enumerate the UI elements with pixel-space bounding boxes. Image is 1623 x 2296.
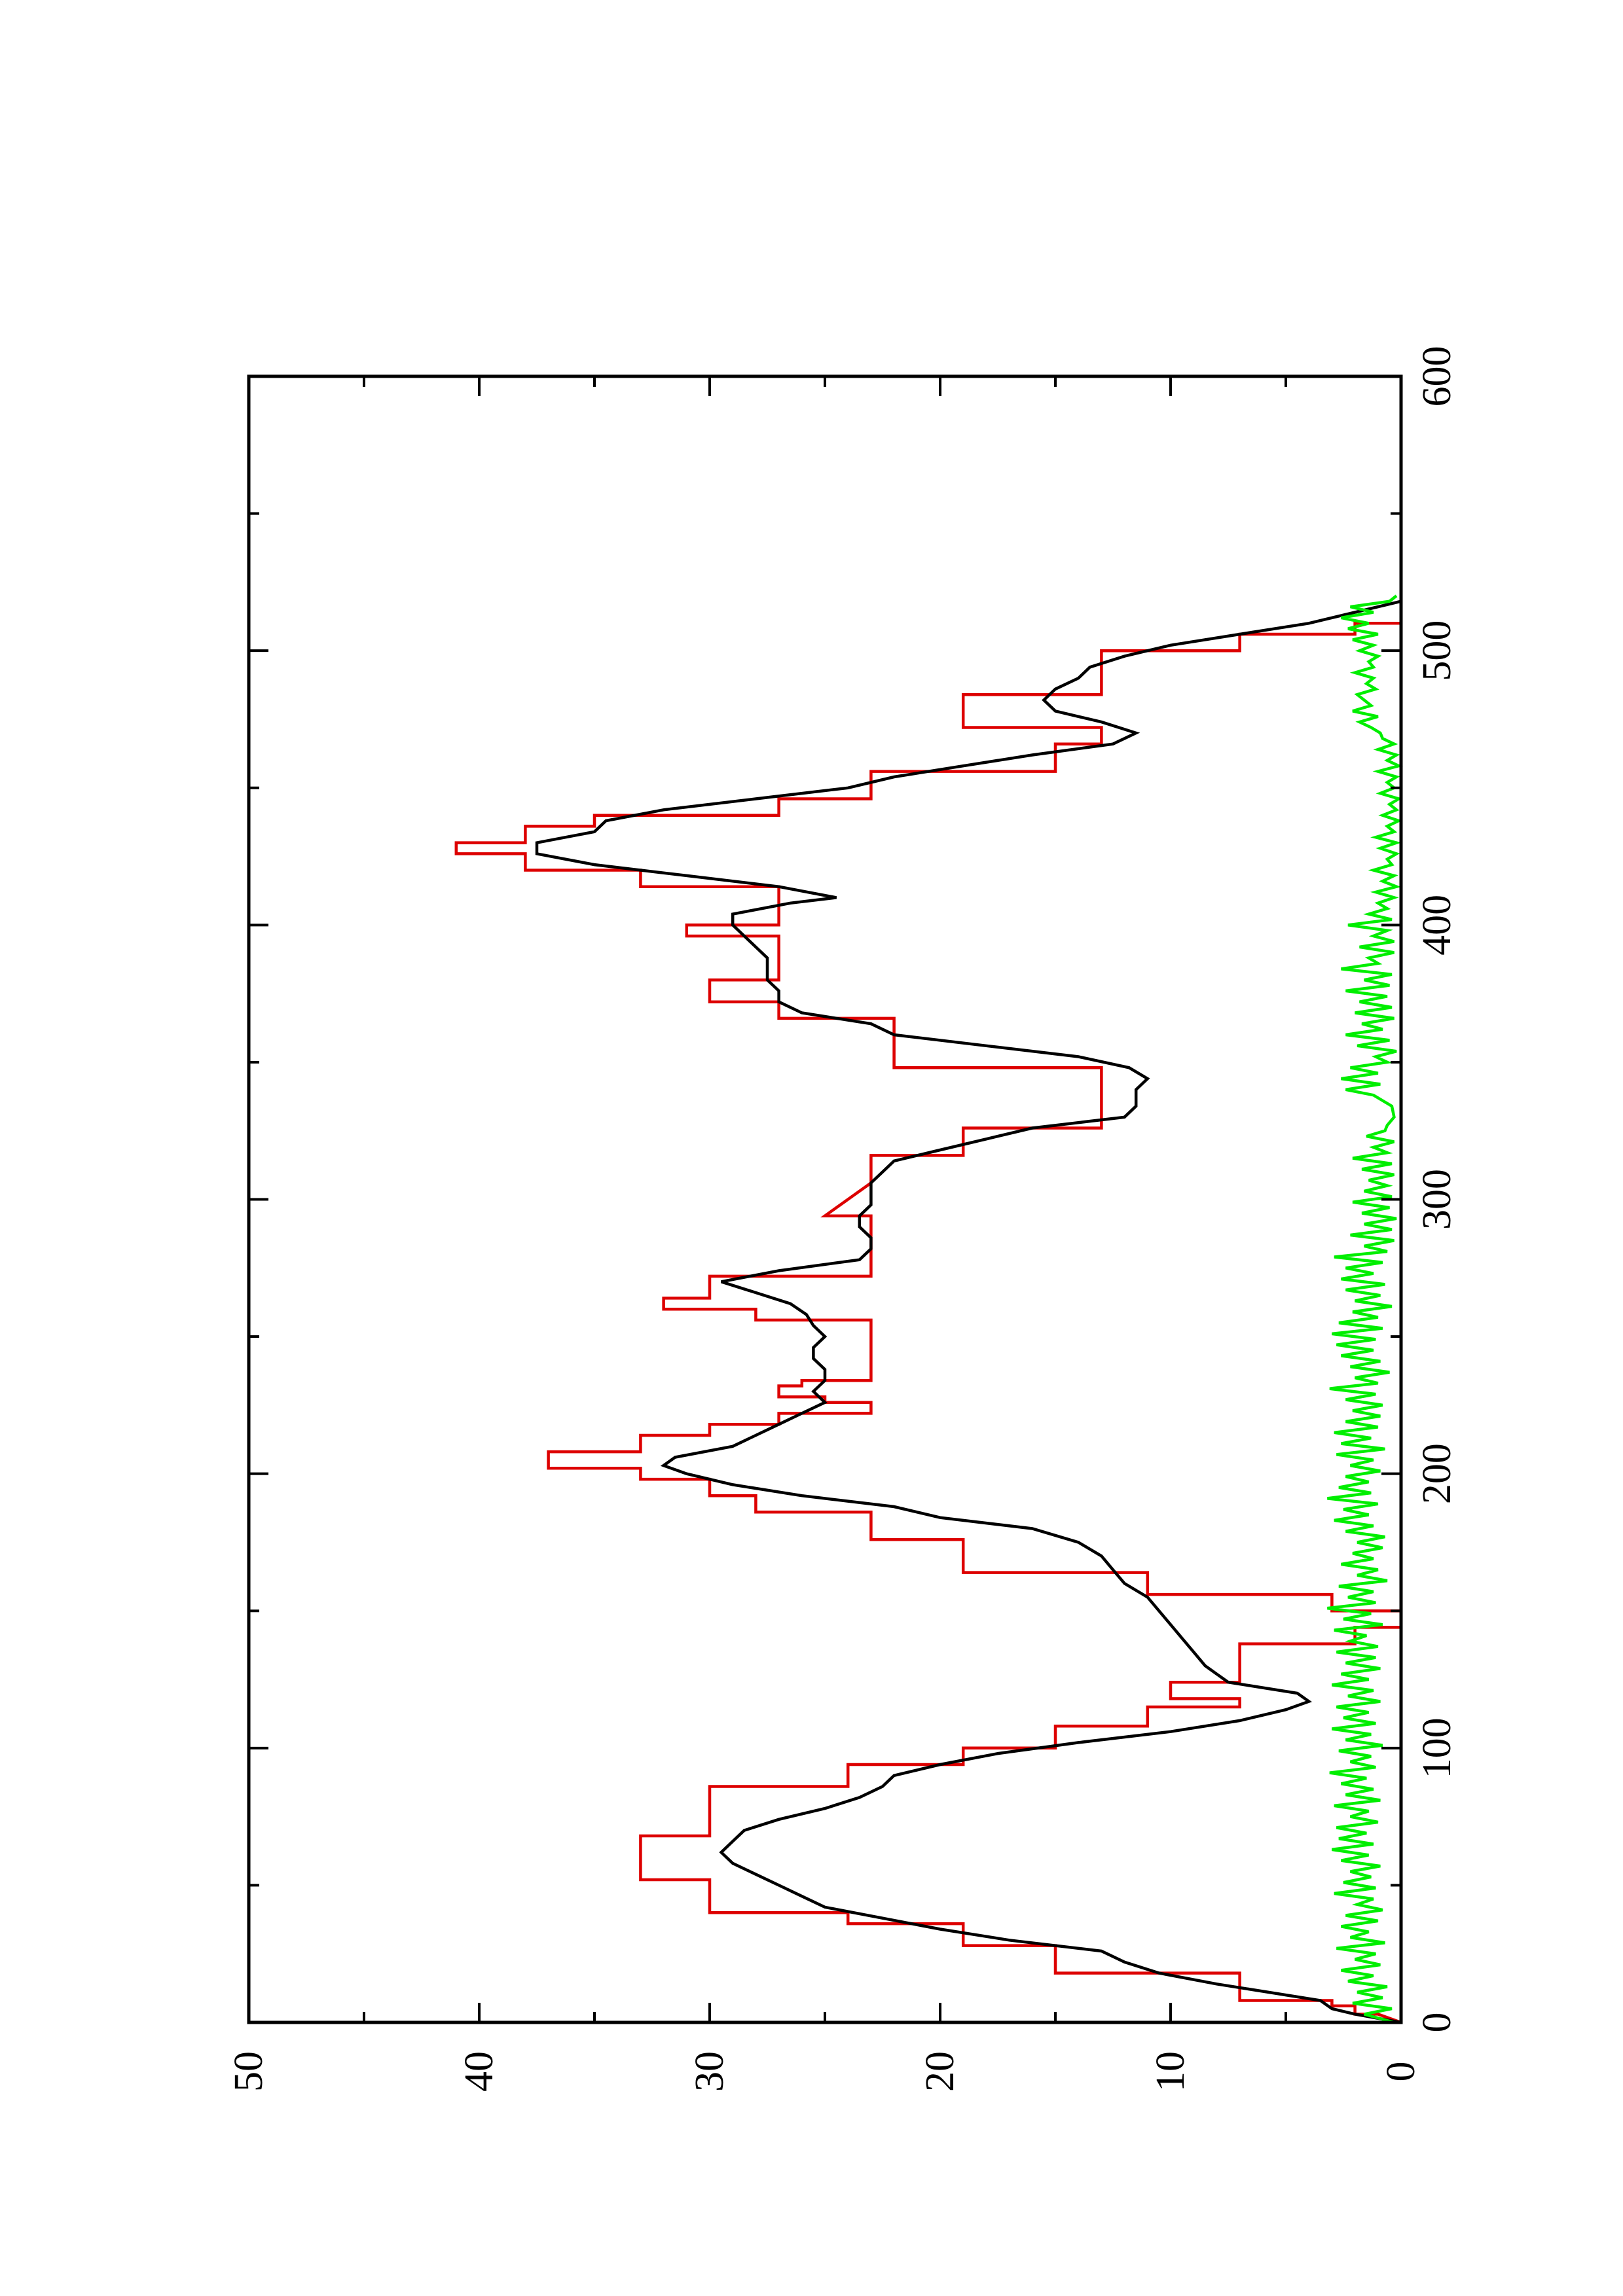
series-layer [454, 594, 1403, 2024]
series-line-2 [535, 600, 1402, 2024]
y-tick-label-20: 20 [918, 2051, 962, 2092]
y-tick-label-40: 40 [457, 2051, 501, 2092]
x-tick-label-400: 400 [1415, 895, 1459, 956]
tick-layer: 0 100 200 300 400 500 600 0 10 20 30 40 50 [227, 346, 1459, 2092]
y-tick-label-50: 50 [227, 2051, 271, 2092]
x-tick-label-0: 0 [1415, 2013, 1459, 2033]
x-tick-label-600: 600 [1415, 346, 1459, 407]
x-tick-label-200: 200 [1415, 1443, 1459, 1504]
y-tick-label-30: 30 [687, 2051, 732, 2092]
x-tick-label-300: 300 [1415, 1169, 1459, 1230]
series-line-3 [1327, 594, 1403, 2024]
x-tick-label-100: 100 [1415, 1717, 1459, 1778]
y-tick-label-10: 10 [1148, 2051, 1193, 2092]
x-tick-label-500: 500 [1415, 620, 1459, 681]
y-tick-label-0: 0 [1379, 2062, 1423, 2082]
